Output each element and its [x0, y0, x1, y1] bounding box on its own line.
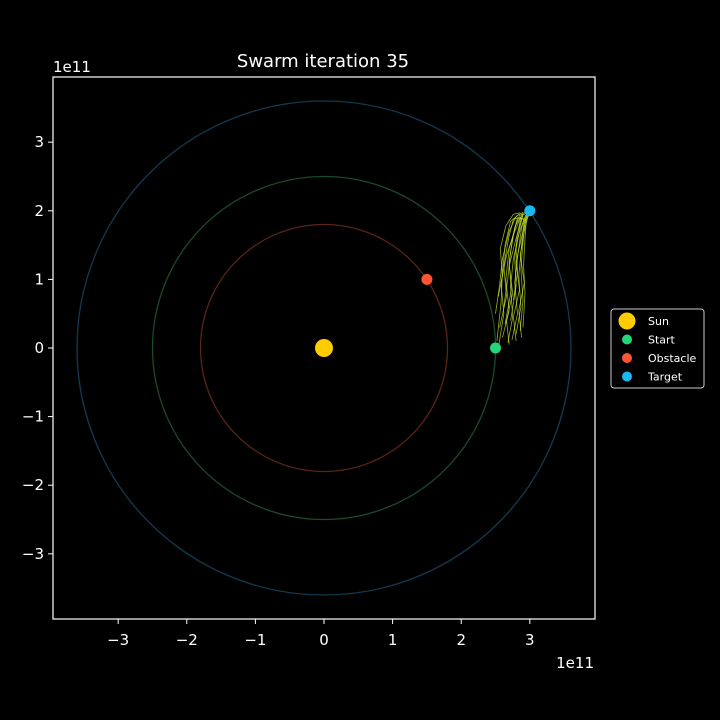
swarm-trajectory — [506, 214, 524, 345]
chart-title: Swarm iteration 35 — [237, 51, 409, 72]
legend-box — [610, 308, 705, 389]
swarm-trajectory — [503, 211, 527, 307]
swarm-trajectory — [495, 211, 524, 314]
point-sun — [315, 339, 333, 357]
legend-label-start: Start — [648, 334, 676, 347]
legend-label-target: Target — [647, 371, 683, 384]
swarm-trajectory — [522, 216, 529, 328]
y-tick-label: −2 — [22, 476, 44, 494]
x-tick-label: 3 — [525, 631, 535, 649]
x-tick-label: −1 — [244, 631, 266, 649]
x-exponent-label: 1e11 — [556, 654, 594, 672]
y-tick-label: 0 — [34, 339, 44, 357]
swarm-trajectory — [515, 212, 528, 335]
y-tick-label: 2 — [34, 202, 44, 220]
swarm-trajectory — [496, 213, 520, 342]
x-tick-label: −2 — [176, 631, 198, 649]
swarm-trajectory — [507, 217, 525, 343]
legend-marker-sun — [618, 312, 636, 330]
x-tick-label: 1 — [388, 631, 398, 649]
point-start — [490, 342, 502, 354]
point-target — [524, 205, 536, 217]
legend-marker-obstacle — [622, 353, 632, 363]
point-obstacle — [421, 273, 433, 285]
y-tick-label: −3 — [22, 545, 44, 563]
legend-marker-start — [622, 334, 632, 345]
orbit-circle-1 — [199, 223, 449, 473]
legend: Sun Start Obstacle Target — [610, 308, 705, 389]
swarm-trajectory — [512, 215, 528, 342]
y-tick-label: −1 — [22, 408, 44, 426]
legend-label-sun: Sun — [648, 315, 669, 328]
swarm-trajectory — [518, 213, 529, 338]
swarm-trajectory — [513, 211, 528, 301]
y-exponent-label: 1e11 — [53, 58, 91, 76]
x-tick-label: 2 — [456, 631, 466, 649]
axes: −3 −2 −1 0 1 2 3 −3 −2 −1 0 1 2 3 — [22, 76, 596, 649]
legend-marker-target — [622, 371, 632, 382]
y-tick-label: 3 — [34, 133, 44, 151]
legend-label-obstacle: Obstacle — [648, 352, 697, 365]
x-tick-label: 0 — [319, 631, 329, 649]
plot-area — [76, 100, 572, 596]
swarm-trajectory — [497, 212, 521, 297]
swarm-trajectory — [519, 214, 529, 331]
y-tick-label: 1 — [34, 270, 44, 288]
x-tick-label: −3 — [107, 631, 129, 649]
orbit-circle-3 — [76, 100, 572, 596]
